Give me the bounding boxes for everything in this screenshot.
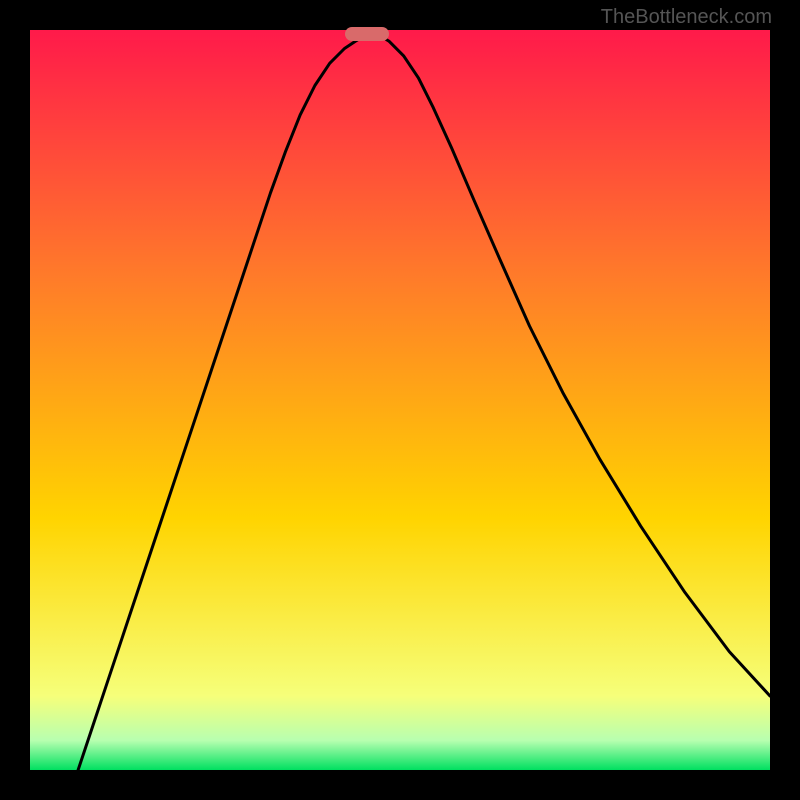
- watermark-text: TheBottleneck.com: [601, 6, 772, 29]
- minimum-marker: [345, 27, 389, 41]
- bottleneck-curve: [30, 30, 770, 770]
- plot-area: [30, 30, 770, 770]
